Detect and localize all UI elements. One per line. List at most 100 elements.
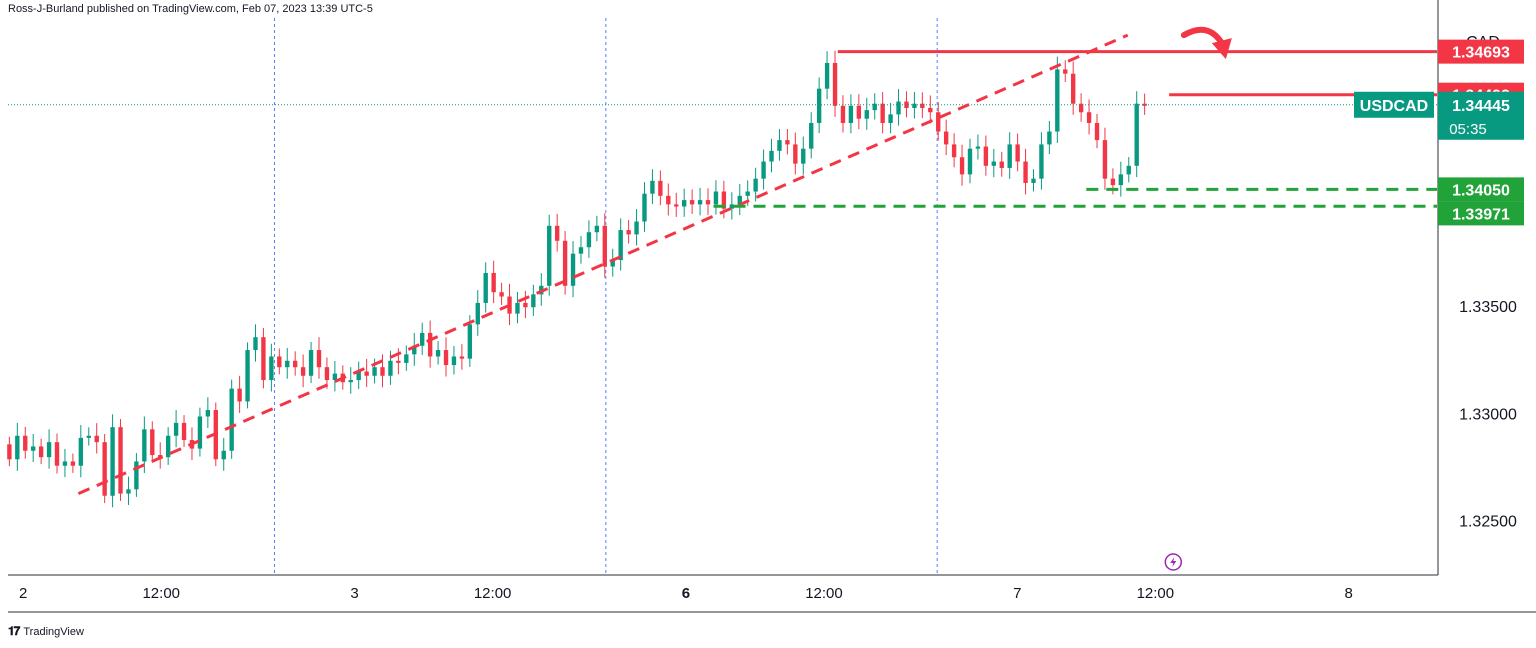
candle-body <box>809 122 814 149</box>
candle-body <box>801 148 806 164</box>
candle-body <box>777 140 782 151</box>
candle-body <box>602 225 607 267</box>
flash-icon <box>1164 553 1183 571</box>
candle-body <box>666 195 671 205</box>
candle-body <box>491 272 496 293</box>
candle-body <box>729 204 735 209</box>
candle-body <box>292 360 298 368</box>
candle-body <box>975 146 981 149</box>
candle-body <box>610 260 615 267</box>
time-axis-label: 2 <box>19 585 27 602</box>
candle-body <box>761 161 766 179</box>
candle-body <box>46 442 52 458</box>
footer: 𝟏𝟕 TradingView <box>8 624 84 639</box>
price-label-support-upper: 1.34050 <box>1452 182 1510 199</box>
current-price-box <box>1438 91 1524 140</box>
candle-body <box>396 360 401 363</box>
candle-body <box>951 144 957 158</box>
candle-body <box>658 180 663 196</box>
candle-body <box>1094 122 1100 141</box>
candle-body <box>769 150 774 162</box>
candle-body <box>70 461 76 466</box>
candle-body <box>1086 112 1092 123</box>
candle-body <box>1007 144 1012 168</box>
candle-body <box>920 103 925 108</box>
candle-body <box>562 240 568 286</box>
candle-body <box>181 422 187 441</box>
candle-body <box>7 444 12 460</box>
candle-body <box>173 422 179 436</box>
candle-body <box>1039 144 1044 179</box>
candle-body <box>483 272 488 303</box>
candle-body <box>936 112 941 132</box>
candle-body <box>1047 131 1052 145</box>
candle-body <box>697 200 703 205</box>
candle-body <box>634 221 639 235</box>
candle-body <box>928 107 933 113</box>
candle-body <box>737 195 742 205</box>
time-axis-label: 6 <box>682 585 690 602</box>
candle-body <box>110 427 115 496</box>
candle-body <box>1023 161 1028 183</box>
tradingview-brand: TradingView <box>23 625 84 638</box>
symbol-tag-box <box>1354 91 1434 118</box>
price-axis-label: 1.32500 <box>1459 513 1517 530</box>
candle-body <box>23 435 28 451</box>
candle-body <box>62 461 68 466</box>
candle-body <box>689 200 695 205</box>
candle-body <box>864 110 869 119</box>
candle-body <box>158 455 163 458</box>
candle-body <box>380 367 385 376</box>
candle-body <box>420 332 425 346</box>
flash-bolt-icon <box>1170 557 1177 567</box>
candle-body <box>753 178 758 192</box>
time-axis-label: 12:00 <box>474 585 512 602</box>
candle-body <box>705 200 711 205</box>
candle-body <box>134 461 139 490</box>
candle-body <box>205 410 211 417</box>
time-axis-label: 12:00 <box>805 585 843 602</box>
candle-body <box>1102 140 1108 179</box>
candle-body <box>261 337 266 381</box>
candle-body <box>356 371 361 381</box>
candle-body <box>967 148 973 175</box>
curved-arrow-icon <box>1180 26 1225 47</box>
price-label-box-support-upper <box>1438 177 1524 202</box>
candle-body <box>531 294 536 308</box>
candle-body <box>570 253 576 286</box>
candle-body <box>221 450 226 460</box>
price-axis-label: 1.33500 <box>1459 299 1517 316</box>
candle-body <box>118 427 123 494</box>
candle-body <box>459 356 465 359</box>
candle-body <box>435 350 441 357</box>
candle-body <box>1071 73 1076 104</box>
candle-body <box>86 435 91 438</box>
time-axis-label: 8 <box>1344 585 1352 602</box>
candle-body <box>1063 69 1068 74</box>
candle-body <box>1134 103 1139 166</box>
candle-body <box>983 146 989 166</box>
published-header: Ross-J-Burland published on TradingView.… <box>8 3 373 15</box>
time-axis-label: 12:00 <box>142 585 180 602</box>
candle-body <box>364 371 369 376</box>
arrow-head-icon <box>1211 38 1232 60</box>
candle-body <box>38 446 44 458</box>
candle-body <box>54 442 60 466</box>
candle-body <box>674 204 679 207</box>
price-label-support-lower: 1.33971 <box>1452 206 1510 223</box>
candle-body <box>1015 144 1020 162</box>
candle-body <box>277 356 282 368</box>
candle-body <box>650 180 655 194</box>
candle-body <box>999 161 1004 168</box>
candle-body <box>467 324 473 359</box>
candle-body <box>840 105 846 123</box>
candle-body <box>237 388 242 402</box>
candle-body <box>475 302 480 325</box>
candle-body <box>245 350 250 402</box>
candle-body <box>713 191 719 205</box>
candle-body <box>824 62 830 89</box>
candle-body <box>1126 165 1131 175</box>
candle-body <box>547 225 552 286</box>
